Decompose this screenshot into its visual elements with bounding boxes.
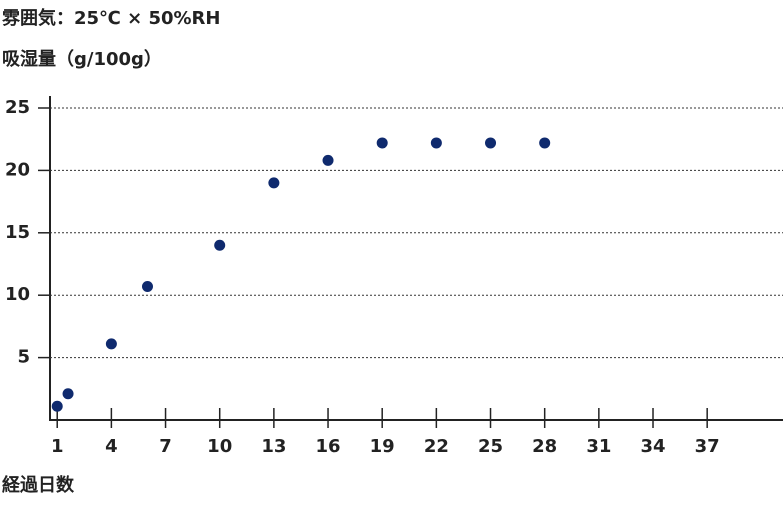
y-tick-label: 10 xyxy=(5,284,30,305)
y-tick-label: 5 xyxy=(17,347,30,368)
y-tick-label: 25 xyxy=(5,97,30,118)
x-tick-label: 19 xyxy=(370,436,395,457)
point xyxy=(430,137,442,149)
point xyxy=(141,280,153,292)
x-tick-label: 37 xyxy=(695,436,720,457)
x-tick-label: 10 xyxy=(207,436,232,457)
point xyxy=(322,154,334,166)
x-axis-label: 経過日数 xyxy=(2,474,75,496)
x-tick-label: 13 xyxy=(261,436,286,457)
point xyxy=(539,137,551,149)
x-tick-label: 22 xyxy=(424,436,449,457)
chart-title: 雰囲気：25℃ × 50%RH xyxy=(2,7,220,29)
x-tick-label: 7 xyxy=(159,436,172,457)
y-tick-label: 15 xyxy=(5,222,30,243)
x-tick-label: 34 xyxy=(640,436,665,457)
x-tick-label: 4 xyxy=(105,436,118,457)
point xyxy=(214,239,226,251)
x-tick-label: 1 xyxy=(51,436,64,457)
point xyxy=(376,137,388,149)
x-tick-label: 16 xyxy=(316,436,341,457)
point xyxy=(268,177,280,189)
y-axis-label: 吸湿量（g/100g） xyxy=(2,48,162,70)
x-tick-label: 25 xyxy=(478,436,503,457)
point xyxy=(105,338,117,350)
x-tick-label: 31 xyxy=(586,436,611,457)
y-tick-label: 20 xyxy=(5,159,30,180)
x-tick-label: 28 xyxy=(532,436,557,457)
point xyxy=(62,388,74,400)
point xyxy=(51,400,63,412)
point xyxy=(485,137,497,149)
